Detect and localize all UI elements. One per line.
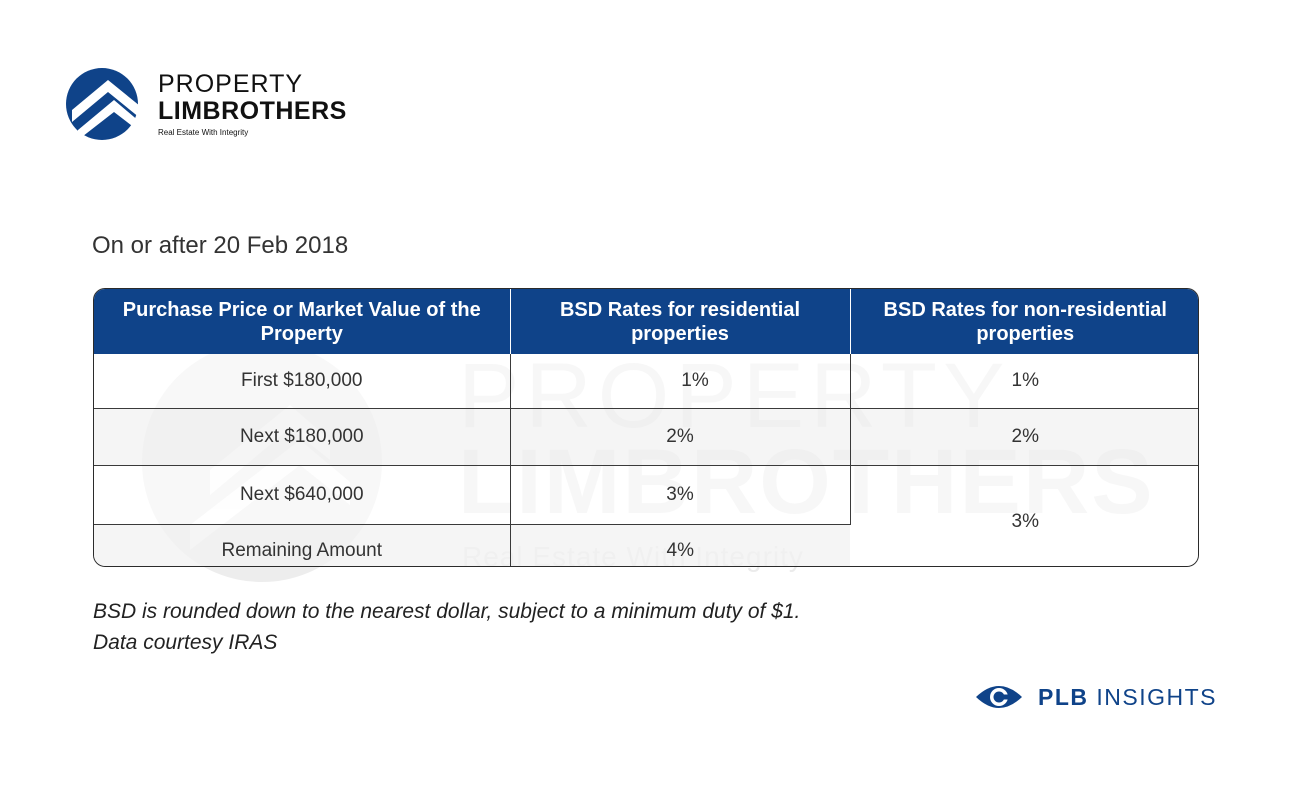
cell-residential: 4% (510, 524, 850, 566)
cell-residential: 3% (510, 465, 851, 525)
cell-residential-value: 1% (681, 370, 709, 391)
cell-price: First $180,000 (94, 354, 511, 409)
plb-label-bold: PLB (1038, 683, 1089, 710)
cell-non-residential: 2% (850, 408, 1198, 466)
table-row: Next $640,000 3% 3% (94, 465, 1198, 566)
house-roof-logo-icon (66, 68, 140, 140)
cell-non-residential: 1% (850, 354, 1198, 409)
cell-non-residential: 3% (850, 465, 1198, 566)
plb-insights-label: PLB INSIGHTS (1038, 684, 1217, 711)
footnote-rounding: BSD is rounded down to the nearest dolla… (93, 600, 801, 623)
brand-tagline: Real Estate With Integrity (158, 128, 249, 137)
page-subtitle: On or after 20 Feb 2018 (92, 232, 349, 259)
plb-insights-badge: PLB INSIGHTS (974, 681, 1217, 713)
brand-logo: PROPERTY LIMBROTHERS Real Estate With In… (64, 66, 347, 142)
header-non-residential: BSD Rates for non-residential properties (850, 289, 1198, 354)
footnotes: BSD is rounded down to the nearest dolla… (93, 596, 800, 658)
bsd-rates-table: Purchase Price or Market Value of the Pr… (93, 288, 1199, 567)
eye-icon (976, 686, 1022, 708)
brand-name-line1: PROPERTY (158, 70, 304, 98)
plb-label-rest: INSIGHTS (1096, 683, 1218, 710)
brand-name-line2: LIMBROTHERS (158, 97, 347, 125)
table-row: First $180,000 1% 1% (94, 354, 1198, 409)
cell-price: Next $180,000 (94, 408, 511, 466)
table-row: Next $180,000 2% 2% (94, 408, 1198, 466)
header-residential: BSD Rates for residential properties (510, 289, 851, 354)
cell-price: Remaining Amount (94, 524, 511, 566)
cell-residential: 1% (510, 354, 851, 409)
cell-price: Next $640,000 (94, 465, 511, 525)
table-row: Remaining Amount 4% (94, 524, 1198, 566)
footnote-source: Data courtesy IRAS (93, 631, 278, 654)
cell-residential: 2% (510, 408, 851, 466)
header-price: Purchase Price or Market Value of the Pr… (94, 289, 511, 354)
